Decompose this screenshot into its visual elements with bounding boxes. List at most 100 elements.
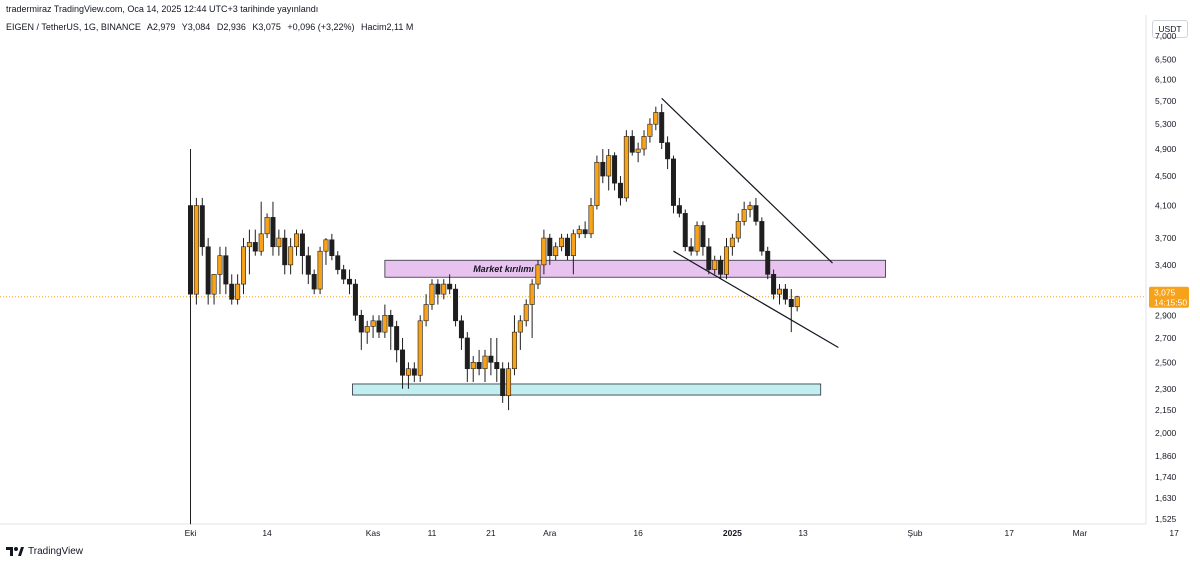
candle-up <box>370 320 376 327</box>
candle-up <box>635 148 641 153</box>
candle-down <box>659 112 665 143</box>
candle-down <box>564 237 570 256</box>
time-tick-label: Şub <box>907 528 922 538</box>
candle-up <box>246 242 252 248</box>
symbol-info-bar: EIGEN / TetherUS, 1G, BINANCE A2,979 Y3,… <box>6 22 417 32</box>
tradingview-wordmark: TradingView <box>28 545 84 557</box>
price-tick-label: 1,860 <box>1155 451 1177 461</box>
candle-down <box>394 326 400 351</box>
candle-up <box>193 205 199 295</box>
symbol-title[interactable]: EIGEN / TetherUS, 1G, BINANCE <box>6 22 141 32</box>
candle-up <box>741 209 747 222</box>
candle-up <box>506 368 512 397</box>
candle-up <box>264 217 270 235</box>
candle-down <box>376 320 382 333</box>
candle-down <box>494 362 500 370</box>
candle-up <box>470 362 476 370</box>
tradingview-logo-icon <box>6 547 24 556</box>
currency-button[interactable]: USDT <box>1152 20 1188 38</box>
bar-countdown: 14:15:50 <box>1154 298 1187 308</box>
candle-down <box>388 314 394 327</box>
candle-down <box>600 161 606 177</box>
candle-up <box>570 233 576 256</box>
candle-up <box>653 112 659 125</box>
candle-up <box>276 237 282 248</box>
ohlc-low: D2,936 <box>216 22 246 32</box>
candle-up <box>364 326 370 333</box>
ohlc-high: Y3,084 <box>181 22 211 32</box>
zone-box[interactable] <box>384 259 886 278</box>
candle-up <box>382 314 388 333</box>
candle-down <box>753 205 759 222</box>
candle-down <box>188 205 194 295</box>
candle-down <box>629 136 635 153</box>
price-tick-label: 2,700 <box>1155 333 1177 343</box>
candle-down <box>347 278 353 285</box>
candle-down <box>341 269 347 280</box>
trendline[interactable] <box>661 97 833 264</box>
candle-up <box>606 155 612 177</box>
candle-down <box>411 368 417 376</box>
candle-up <box>323 239 329 252</box>
zone-box[interactable] <box>352 383 822 396</box>
time-tick-label: 16 <box>633 528 643 538</box>
candle-up <box>511 331 517 370</box>
trendline[interactable] <box>673 250 839 348</box>
publish-line: tradermiraz TradingView.com, Oca 14, 202… <box>6 4 319 14</box>
price-tick-label: 2,900 <box>1155 310 1177 320</box>
candles-layer <box>188 103 800 525</box>
candle-down <box>335 255 341 270</box>
price-tick-label: 4,500 <box>1155 171 1177 181</box>
time-axis: Eki 14 Kas 11 21 Ara 16 2025 13 Şub 17 Mar 17 <box>185 528 1180 538</box>
candle-down <box>500 368 506 397</box>
time-tick-label: 11 <box>428 528 437 538</box>
price-tick-label: 2,150 <box>1155 405 1177 415</box>
candle-down <box>665 142 671 160</box>
candle-up <box>647 123 653 137</box>
candle-down <box>453 288 459 322</box>
candle-up <box>735 221 741 239</box>
candle-up <box>241 246 247 285</box>
candle-down <box>229 283 235 300</box>
candle-up <box>288 246 294 266</box>
zone-label: Market kırılımı <box>473 264 534 274</box>
time-tick-label: 21 <box>486 528 496 538</box>
candle-down <box>311 274 317 290</box>
tradingview-brand[interactable]: TradingView <box>6 545 83 557</box>
candle-down <box>464 337 470 370</box>
candle-down <box>759 221 765 252</box>
volume-readout: Hacim2,11 M <box>361 22 414 32</box>
candle-up <box>211 274 217 295</box>
time-tick-label: Ara <box>543 528 557 538</box>
candle-up <box>723 246 729 275</box>
candle-down <box>305 255 311 275</box>
time-tick-label: 14 <box>262 528 272 538</box>
candle-down <box>771 274 777 295</box>
price-tick-label: 1,740 <box>1155 472 1177 482</box>
candle-down <box>435 283 441 295</box>
price-tick-label: 2,300 <box>1155 384 1177 394</box>
candle-down <box>612 155 618 184</box>
candle-down <box>700 225 706 248</box>
candle-down <box>670 158 676 206</box>
candle-up <box>217 255 223 275</box>
candle-down <box>547 237 553 256</box>
candle-down <box>582 229 588 235</box>
candle-up <box>559 237 565 248</box>
candle-down <box>252 242 258 252</box>
candle-up <box>258 233 264 252</box>
price-tick-label: 3,700 <box>1155 233 1177 243</box>
candle-down <box>270 217 276 248</box>
candle-up <box>429 283 435 305</box>
price-tick-label: 3,400 <box>1155 260 1177 270</box>
candle-up <box>712 259 718 270</box>
candle-down <box>223 255 229 285</box>
candle-up <box>523 304 529 322</box>
candle-down <box>676 205 682 214</box>
candle-up <box>588 205 594 235</box>
candle-down <box>358 314 364 333</box>
time-tick-label: 2025 <box>723 528 742 538</box>
candle-down <box>688 246 694 252</box>
candle-up <box>482 355 488 370</box>
